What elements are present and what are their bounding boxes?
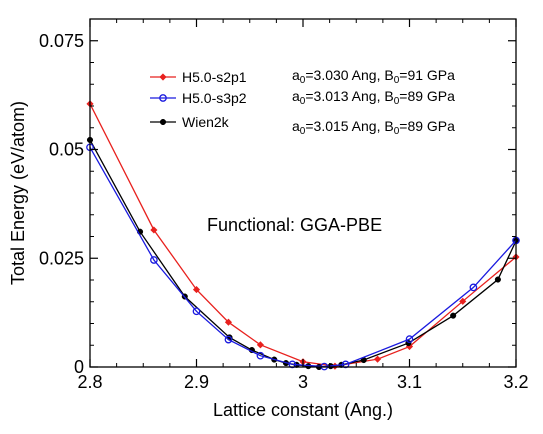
data-point-filled-circle [494,276,501,283]
fit-subscript: 0 [394,96,400,107]
data-point-open-circle [159,94,167,102]
series-Wien2k [86,136,520,371]
y-tick-label: 0.05 [49,140,84,160]
data-point-filled-circle [450,312,457,319]
x-axis-label: Lattice constant (Ang.) [213,400,393,420]
fit-text: =91 GPa [399,67,455,83]
x-tick-label: 3 [298,372,308,392]
fit-text: =89 GPa [399,118,455,134]
data-point-diamond [150,226,158,234]
data-point-diamond [256,341,264,349]
fit-text: a [292,67,300,83]
fit-text: =3.030 Ang, B [305,67,393,83]
series-line [89,147,517,368]
x-tick-label: 2.9 [184,372,209,392]
data-point-diamond [459,297,467,305]
y-tick-label: 0 [74,357,84,377]
y-axis-label: Total Energy (eV/atom) [8,101,28,285]
fit-text: =3.015 Ang, B [305,118,393,134]
ticks-layer: 2.8 2.9 3 3.1 3.2 0 0.025 0.05 0.075 [39,18,529,392]
legend: H5.0-s2p1 a0=3.030 Ang, B0=91 GPaH5.0-s3p… [150,67,455,137]
legend-label: H5.0-s3p2 [182,90,247,106]
y-tick-label: 0.075 [39,31,84,51]
data-point-filled-circle [159,118,167,126]
fit-text: a [292,118,300,134]
fit-subscript: 0 [300,96,306,107]
fit-text: =3.013 Ang, B [305,88,393,104]
x-tick-label: 2.8 [77,372,102,392]
series-line [89,139,517,368]
data-point-diamond [373,355,382,363]
series-layer [86,100,520,371]
x-tick-label: 3.2 [503,372,528,392]
data-point-open-circle [405,335,414,344]
legend-fit-text: a0=3.015 Ang, B0=89 GPa [292,118,455,137]
legend-label: H5.0-s2p1 [182,69,247,85]
legend-fit-text: a0=3.013 Ang, B0=89 GPa [292,88,455,107]
series-H5.0-s3p2 [86,143,520,371]
fit-subscript: 0 [300,75,306,86]
data-point-open-circle [224,335,233,344]
data-point-open-circle [192,307,201,316]
x-tick-label: 3.1 [397,372,422,392]
data-point-diamond [159,73,167,81]
legend-fit-text: a0=3.030 Ang, B0=91 GPa [292,67,455,86]
data-point-diamond [192,286,201,294]
fit-text: a [292,88,300,104]
data-point-open-circle [469,283,478,292]
data-point-open-circle [150,256,158,264]
fit-subscript: 0 [394,126,400,137]
y-tick-label: 0.025 [39,248,84,268]
fit-text: =89 GPa [399,88,455,104]
fit-subscript: 0 [394,75,400,86]
legend-label: Wien2k [182,114,230,130]
annotation-functional: Functional: GGA-PBE [207,215,382,235]
fit-subscript: 0 [300,126,306,137]
data-point-diamond [224,318,233,326]
data-point-open-circle [256,351,265,360]
